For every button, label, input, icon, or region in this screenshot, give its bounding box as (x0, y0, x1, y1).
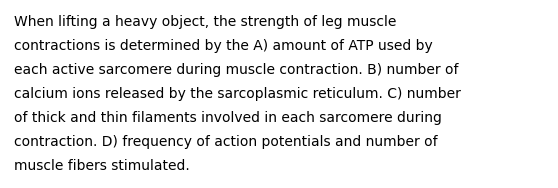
Text: each active sarcomere during muscle contraction. B) number of: each active sarcomere during muscle cont… (14, 63, 459, 77)
Text: contractions is determined by the A) amount of ATP used by: contractions is determined by the A) amo… (14, 39, 432, 53)
Text: muscle fibers stimulated.: muscle fibers stimulated. (14, 159, 190, 173)
Text: calcium ions released by the sarcoplasmic reticulum. C) number: calcium ions released by the sarcoplasmi… (14, 87, 461, 101)
Text: contraction. D) frequency of action potentials and number of: contraction. D) frequency of action pote… (14, 135, 437, 149)
Text: of thick and thin filaments involved in each sarcomere during: of thick and thin filaments involved in … (14, 111, 442, 125)
Text: When lifting a heavy object, the strength of leg muscle: When lifting a heavy object, the strengt… (14, 15, 396, 29)
